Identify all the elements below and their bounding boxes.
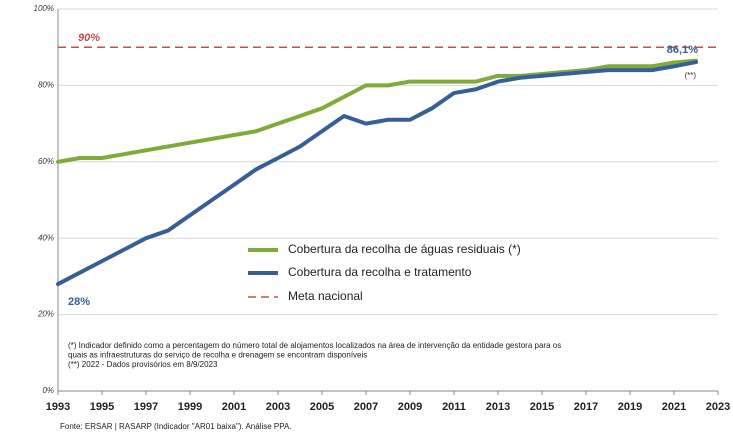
x-tick-label: 2017 (574, 401, 598, 413)
x-tick-label: 2001 (222, 401, 246, 413)
legend-label: Meta nacional (288, 289, 363, 303)
x-tick-label: 2019 (618, 401, 642, 413)
x-tick-label: 2015 (530, 401, 554, 413)
x-tick-label: 1995 (90, 401, 114, 413)
x-tick-label: 2003 (266, 401, 290, 413)
y-tick-label: 0% (42, 386, 54, 395)
y-tick-label: 60% (38, 157, 54, 166)
note: (**) 2022 - Dados provisórios em 8/9/202… (68, 360, 218, 369)
data-label: 86,1% (667, 44, 698, 56)
target-label: 90% (78, 32, 100, 44)
y-tick-label: 20% (37, 310, 54, 319)
x-tick-label: 2007 (354, 401, 378, 413)
series-line (56, 60, 698, 287)
data-label: 28% (68, 296, 90, 308)
note: (*) Indicador definido como a percentage… (68, 341, 561, 350)
source: Fonte: ERSAR | RASARP (Indicador "AR01 b… (60, 422, 292, 431)
note: quais as infraestruturas do serviço de r… (68, 351, 367, 360)
x-tick-label: 1993 (46, 401, 70, 413)
annotation: (**) (684, 71, 696, 80)
y-tick-label: 100% (34, 4, 54, 13)
x-tick-label: 2021 (662, 401, 686, 413)
legend-label: Cobertura da recolha e tratamento (288, 265, 472, 279)
x-tick-label: 2013 (486, 401, 510, 413)
x-tick-label: 1997 (134, 401, 158, 413)
y-tick-label: 40% (38, 233, 54, 242)
x-tick-label: 2023 (706, 401, 730, 413)
legend-label: Cobertura da recolha de águas residuais … (288, 242, 521, 256)
y-tick-label: 80% (38, 81, 54, 90)
x-tick-label: 2005 (310, 401, 334, 413)
x-tick-label: 2011 (442, 401, 466, 413)
x-tick-label: 1999 (178, 401, 202, 413)
x-tick-label: 2009 (398, 401, 422, 413)
series-line (56, 58, 698, 164)
